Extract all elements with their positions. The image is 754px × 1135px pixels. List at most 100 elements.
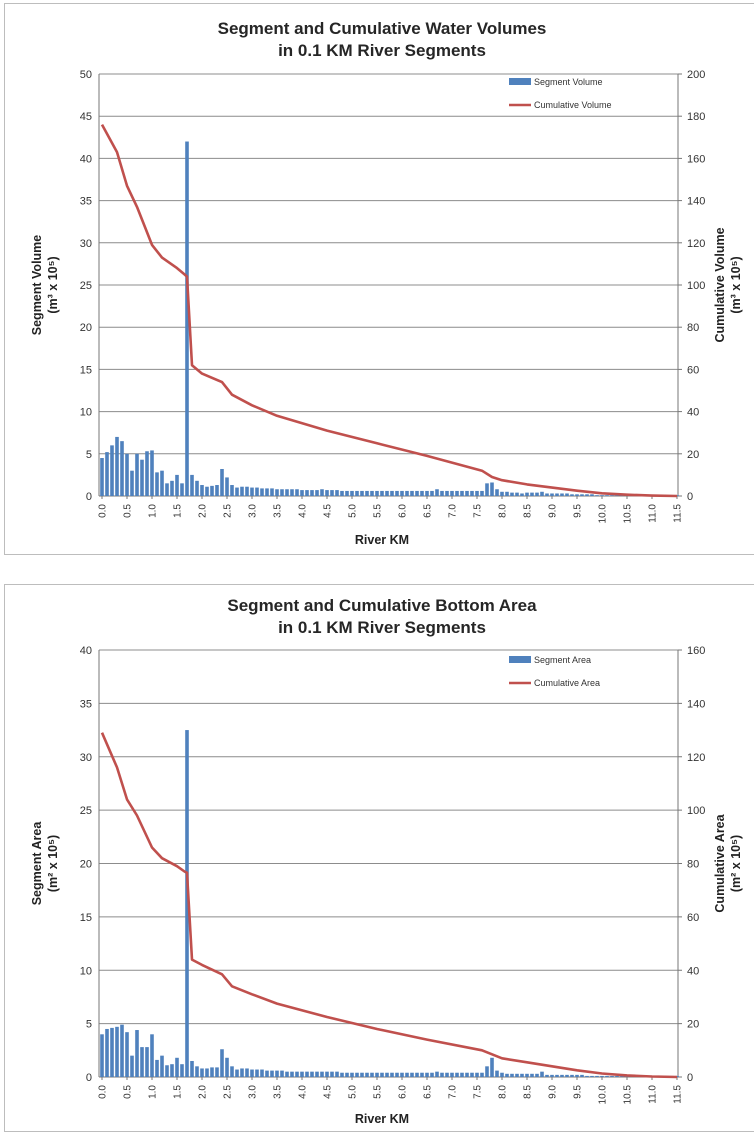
bar (500, 1072, 504, 1077)
bar (360, 1072, 364, 1077)
y2-tick-label: 180 (687, 111, 705, 123)
y-tick-label: 10 (80, 965, 92, 977)
bar (620, 1075, 624, 1077)
bar (470, 1072, 474, 1077)
x-tick-label: 6.5 (423, 504, 434, 518)
bar (565, 1074, 569, 1077)
bar (555, 1074, 559, 1077)
bar (200, 485, 204, 496)
bar (545, 1074, 549, 1077)
bar (355, 490, 359, 496)
bar (605, 1075, 609, 1077)
y2-tick-label: 120 (687, 238, 705, 250)
bar (170, 480, 174, 496)
x-tick-label: 4.0 (298, 1085, 309, 1099)
bar (240, 486, 244, 496)
bar (420, 1072, 424, 1077)
bar (265, 1070, 269, 1077)
volume-chart-panel: Segment and Cumulative Water Volumes in 0… (4, 3, 754, 555)
bar (415, 1072, 419, 1077)
bar (410, 1072, 414, 1077)
bar (115, 436, 119, 496)
bar (250, 487, 254, 496)
bar (385, 490, 389, 496)
bar (410, 490, 414, 496)
bar (505, 1073, 509, 1077)
x-tick-label: 5.0 (348, 504, 359, 518)
bar (560, 1074, 564, 1077)
x-tick-label: 3.0 (248, 1085, 259, 1099)
bar (465, 490, 469, 496)
bar (575, 494, 579, 496)
bar (475, 1072, 479, 1077)
x-tick-label: 9.5 (573, 504, 584, 518)
bar (320, 1071, 324, 1077)
bar (230, 485, 234, 496)
x-axis-label: River KM (355, 1112, 409, 1126)
legend-bar-swatch (509, 656, 531, 663)
bar (300, 490, 304, 496)
bar (400, 490, 404, 496)
bar (485, 1066, 489, 1077)
y2-tick-label: 160 (687, 153, 705, 165)
bar (500, 491, 504, 496)
bar (135, 1030, 139, 1077)
bar (390, 490, 394, 496)
legend-bar-swatch (509, 78, 531, 85)
x-tick-label: 10.5 (623, 1085, 634, 1105)
bar (335, 490, 339, 496)
bar (135, 453, 139, 496)
bar (185, 730, 189, 1077)
bar (450, 490, 454, 496)
bar (250, 1069, 254, 1077)
x-tick-label: 1.0 (148, 504, 159, 518)
bar (280, 1070, 284, 1077)
bar (125, 1032, 129, 1077)
y2-tick-label: 120 (687, 752, 705, 764)
x-tick-label: 11.0 (648, 504, 659, 523)
y2-tick-label: 20 (687, 449, 699, 461)
bar (225, 477, 229, 496)
y-tick-label: 40 (80, 645, 92, 657)
bar (175, 1057, 179, 1077)
bar (515, 1073, 519, 1077)
bar (370, 490, 374, 496)
x-tick-label: 2.5 (223, 504, 234, 518)
volume-chart: Segment and Cumulative Water Volumes in 0… (30, 19, 743, 547)
bar (145, 451, 149, 496)
bar (495, 1070, 499, 1077)
bar (335, 1071, 339, 1077)
bar (610, 1075, 614, 1077)
bar (570, 494, 574, 496)
bar (100, 1034, 104, 1077)
bar (375, 490, 379, 496)
bar (590, 494, 594, 496)
y2-tick-label: 40 (687, 965, 699, 977)
bar (445, 490, 449, 496)
bar (310, 1071, 314, 1077)
y-tick-label: 40 (80, 153, 92, 165)
x-tick-label: 6.0 (398, 1085, 409, 1099)
bar (310, 490, 314, 496)
x-tick-label: 7.5 (473, 1085, 484, 1099)
bar (290, 1071, 294, 1077)
bar (230, 1066, 234, 1077)
bar (140, 1047, 144, 1077)
y-tick-label: 30 (80, 238, 92, 250)
bar (275, 1070, 279, 1077)
bar (110, 445, 114, 496)
bar (490, 1057, 494, 1077)
x-tick-label: 7.0 (448, 504, 459, 518)
bar (265, 488, 269, 496)
bar (260, 1069, 264, 1077)
bar (550, 1074, 554, 1077)
x-tick-label: 4.5 (323, 1085, 334, 1099)
bar (175, 474, 179, 496)
bar (145, 1047, 149, 1077)
chart-title-line: in 0.1 KM River Segments (278, 41, 486, 60)
bar (545, 493, 549, 496)
bar (365, 490, 369, 496)
bar (610, 495, 614, 496)
y-tick-label: 10 (80, 407, 92, 419)
y-tick-label: 20 (80, 859, 92, 871)
